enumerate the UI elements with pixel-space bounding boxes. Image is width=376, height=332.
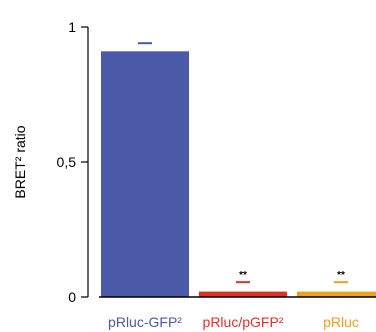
bar-2 [297,291,376,297]
bars: ** ** [99,42,376,298]
bar-1 [199,291,287,297]
x-tick-label: pRluc/pGFP² [203,314,284,330]
x-tick-label: pRluc [323,314,359,330]
y-tick-label: 0,5 [57,154,77,170]
y-tick-label: 1 [68,19,76,35]
y-tick-label: 0 [68,289,76,305]
bar-0 [101,51,189,297]
x-tick-label: pRluc-GFP² [108,314,182,330]
y-axis-label: BRET² ratio [12,125,28,198]
significance-label: ** [337,270,345,281]
significance-label: ** [239,270,247,281]
y-axis: 00,51 [57,19,89,305]
x-tick-labels: pRluc-GFP² pRluc/pGFP² pRluc [108,314,359,330]
